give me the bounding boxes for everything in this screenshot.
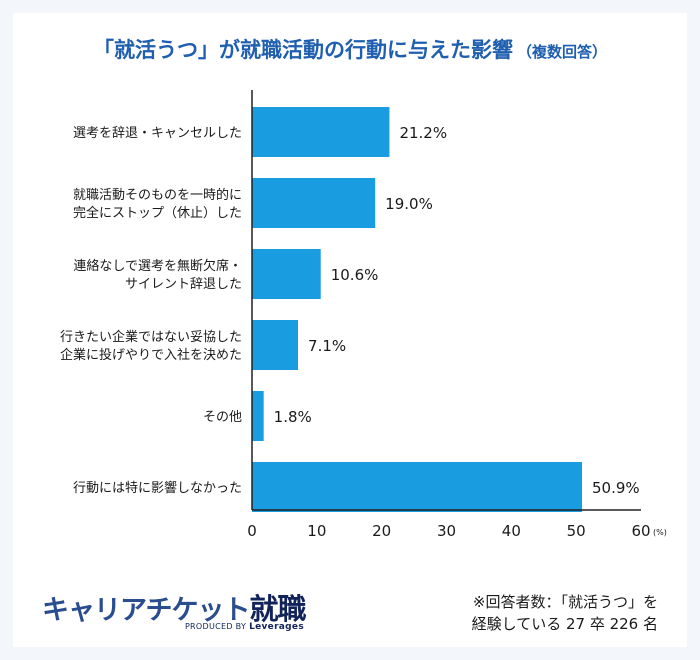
x-tick-label-4: 40: [502, 522, 521, 540]
x-tick-label-0: 0: [247, 522, 257, 540]
x-tick-label-3: 30: [437, 522, 456, 540]
brand-name-kanji: 就職: [249, 592, 306, 626]
category-label-4-0: その他: [203, 410, 242, 425]
chart-title-main: 「就活うつ」が就職活動の行動に与えた影響: [92, 38, 513, 62]
bar-value-label-3: 7.1%: [308, 337, 346, 355]
category-label-0-0: 選考を辞退・キャンセルした: [73, 126, 242, 141]
bar-value-label-2: 10.6%: [331, 266, 379, 284]
category-label-2-1: サイレント辞退した: [125, 277, 242, 292]
x-tick-label-6: 60: [631, 522, 650, 540]
brand-name: キャリアチケット就職: [42, 586, 306, 626]
x-tick-label-5: 50: [567, 522, 586, 540]
bar-4: [252, 391, 264, 441]
x-axis-unit: (%): [653, 528, 667, 537]
bar-2: [252, 249, 321, 299]
chart-title: 「就活うつ」が就職活動の行動に与えた影響 （複数回答）: [0, 34, 700, 64]
category-label-1-0: 就職活動そのものを一時的に: [73, 187, 242, 203]
x-tick-label-2: 20: [372, 522, 391, 540]
bar-value-label-4: 1.8%: [274, 408, 312, 426]
bar-value-label-5: 50.9%: [592, 479, 640, 497]
bar-0: [252, 107, 390, 157]
category-label-2-0: 連絡なしで選考を無断欠席・: [73, 258, 242, 274]
bar-5: [252, 462, 583, 512]
bar-3: [252, 320, 299, 370]
x-tick-label-1: 10: [307, 522, 326, 540]
category-label-1-1: 完全にストップ（休止）した: [73, 205, 242, 221]
brand-tag-company: Leverages: [249, 622, 304, 632]
bar-chart: 21.2% 選考を辞退・キャンセルした 19.0% 就職活動そのものを一時的に完全にス…: [60, 90, 667, 540]
bar-value-label-1: 19.0%: [385, 195, 433, 213]
brand-name-kana: キャリアチケット: [42, 595, 250, 626]
category-label-3-0: 行きたい企業ではない妥協した: [60, 329, 242, 345]
brand-logo: キャリアチケット就職 PRODUCED BY Leverages: [42, 586, 306, 636]
chart-title-sub: （複数回答）: [516, 43, 607, 61]
footnote: ※回答者数：「就活うつ」を 経験している 27 卒 226 名: [398, 591, 658, 635]
brand-tag-prefix: PRODUCED BY: [184, 622, 247, 631]
bar-1: [252, 178, 376, 228]
footnote-line-1: ※回答者数：「就活うつ」を: [472, 593, 658, 611]
category-label-3-1: 企業に投げやりで入社を決めた: [60, 347, 242, 363]
category-label-5-0: 行動には特に影響しなかった: [73, 480, 242, 496]
bar-value-label-0: 21.2%: [399, 124, 447, 142]
footnote-line-2: 経験している 27 卒 226 名: [471, 615, 658, 633]
brand-tagline: PRODUCED BY Leverages: [185, 622, 304, 632]
